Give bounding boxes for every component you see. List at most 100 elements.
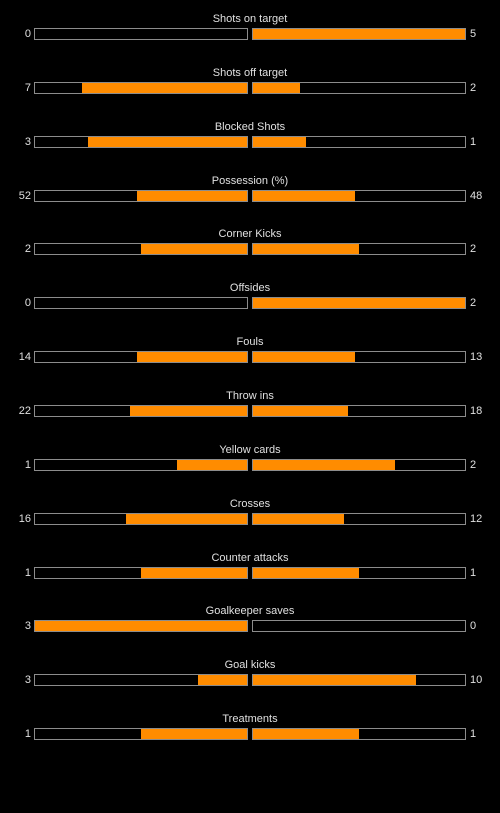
stat-label: Treatments [222, 713, 278, 725]
away-value: 1 [470, 567, 477, 579]
home-value: 1 [24, 459, 31, 471]
stat-row: Fouls 14 13 [0, 335, 500, 375]
away-bar-fill [253, 244, 359, 254]
away-bar-fill [253, 191, 355, 201]
away-bar [252, 351, 466, 363]
away-value: 2 [470, 243, 477, 255]
home-bar [34, 82, 248, 94]
stat-row: Crosses 16 12 [0, 497, 500, 537]
away-bar-fill [253, 29, 465, 39]
away-bar [252, 459, 466, 471]
stat-row: Throw ins 22 18 [0, 389, 500, 429]
away-value: 18 [470, 405, 483, 417]
home-bar [34, 190, 248, 202]
home-bar-fill [141, 244, 247, 254]
away-value: 2 [470, 459, 477, 471]
away-value: 1 [470, 136, 477, 148]
stat-label: Offsides [229, 282, 271, 294]
away-value: 2 [470, 297, 477, 309]
stat-row: Goal kicks 3 10 [0, 658, 500, 698]
home-bar-fill [198, 675, 247, 685]
away-bar-fill [253, 729, 359, 739]
away-bar [252, 620, 466, 632]
stat-label: Counter attacks [211, 552, 289, 564]
home-value: 52 [18, 190, 31, 202]
home-bar-fill [88, 137, 247, 147]
home-value: 16 [18, 513, 31, 525]
away-bar [252, 674, 466, 686]
stat-row: Treatments 1 1 [0, 712, 500, 752]
home-bar [34, 28, 248, 40]
stat-label: Goal kicks [224, 659, 276, 671]
home-bar-fill [35, 621, 247, 631]
home-bar-fill [81, 83, 247, 93]
stat-label: Shots on target [212, 13, 288, 25]
away-bar-fill [253, 568, 359, 578]
home-bar-fill [136, 191, 247, 201]
away-bar-fill [253, 83, 300, 93]
home-bar-fill [141, 568, 247, 578]
home-bar-fill [136, 352, 247, 362]
home-value: 1 [24, 728, 31, 740]
stat-row: Offsides 0 2 [0, 281, 500, 321]
stat-label: Yellow cards [219, 444, 281, 456]
away-value: 48 [470, 190, 483, 202]
stat-row: Shots off target 7 2 [0, 66, 500, 106]
home-bar [34, 297, 248, 309]
home-bar [34, 513, 248, 525]
away-bar [252, 405, 466, 417]
away-bar [252, 190, 466, 202]
home-bar [34, 620, 248, 632]
away-bar-fill [253, 460, 396, 470]
away-bar [252, 513, 466, 525]
stat-row: Blocked Shots 3 1 [0, 120, 500, 160]
away-bar-fill [253, 352, 355, 362]
away-bar-fill [253, 298, 465, 308]
home-value: 2 [24, 243, 31, 255]
stat-label: Blocked Shots [214, 121, 286, 133]
home-value: 3 [24, 674, 31, 686]
away-bar [252, 28, 466, 40]
away-value: 13 [470, 351, 483, 363]
home-bar [34, 674, 248, 686]
home-value: 0 [24, 28, 31, 40]
away-bar [252, 567, 466, 579]
home-bar [34, 243, 248, 255]
home-bar [34, 728, 248, 740]
home-value: 3 [24, 136, 31, 148]
away-bar-fill [253, 514, 345, 524]
home-bar-fill [130, 406, 247, 416]
away-bar [252, 82, 466, 94]
home-bar-fill [126, 514, 247, 524]
stat-label: Possession (%) [211, 175, 289, 187]
home-bar [34, 459, 248, 471]
away-bar [252, 136, 466, 148]
stat-label: Throw ins [226, 390, 274, 402]
home-value: 22 [18, 405, 31, 417]
away-bar [252, 297, 466, 309]
stat-row: Corner Kicks 2 2 [0, 227, 500, 267]
home-bar [34, 405, 248, 417]
stat-row: Goalkeeper saves 3 0 [0, 604, 500, 644]
stat-label: Fouls [236, 336, 264, 348]
home-value: 3 [24, 620, 31, 632]
stat-label: Crosses [229, 498, 271, 510]
stat-row: Possession (%) 52 48 [0, 174, 500, 214]
home-bar-fill [141, 729, 247, 739]
away-bar-fill [253, 137, 306, 147]
away-value: 2 [470, 82, 477, 94]
stat-row: Shots on target 0 5 [0, 12, 500, 52]
home-value: 7 [24, 82, 31, 94]
away-value: 5 [470, 28, 477, 40]
home-value: 0 [24, 297, 31, 309]
stat-label: Shots off target [212, 67, 288, 79]
away-value: 10 [470, 674, 483, 686]
home-bar [34, 567, 248, 579]
away-value: 1 [470, 728, 477, 740]
away-value: 0 [470, 620, 477, 632]
away-bar-fill [253, 675, 417, 685]
away-bar [252, 243, 466, 255]
home-value: 1 [24, 567, 31, 579]
stat-label: Goalkeeper saves [205, 605, 295, 617]
away-bar-fill [253, 406, 349, 416]
